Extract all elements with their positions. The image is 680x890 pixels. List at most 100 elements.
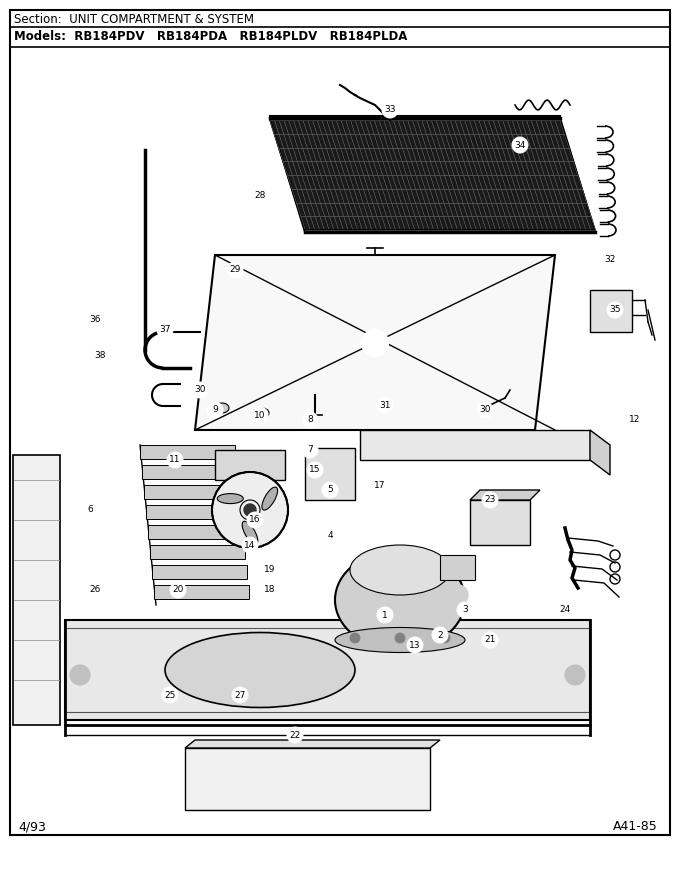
Circle shape bbox=[92, 347, 108, 363]
Circle shape bbox=[307, 462, 323, 478]
Text: 11: 11 bbox=[169, 456, 181, 465]
Circle shape bbox=[512, 137, 528, 153]
Polygon shape bbox=[590, 430, 610, 475]
Text: 16: 16 bbox=[250, 515, 260, 524]
Polygon shape bbox=[195, 255, 555, 430]
Text: 21: 21 bbox=[484, 635, 496, 644]
Circle shape bbox=[322, 527, 338, 543]
Text: 17: 17 bbox=[374, 481, 386, 490]
Circle shape bbox=[227, 262, 243, 278]
Circle shape bbox=[87, 582, 103, 598]
Text: 22: 22 bbox=[290, 731, 301, 740]
Circle shape bbox=[167, 452, 183, 468]
Text: 9: 9 bbox=[212, 406, 218, 415]
Text: 10: 10 bbox=[254, 410, 266, 419]
Circle shape bbox=[557, 602, 573, 618]
Text: 4/93: 4/93 bbox=[18, 820, 46, 833]
Circle shape bbox=[565, 665, 585, 685]
Circle shape bbox=[482, 632, 498, 648]
Circle shape bbox=[477, 402, 493, 418]
Ellipse shape bbox=[217, 494, 243, 504]
Text: 25: 25 bbox=[165, 691, 175, 700]
Text: 34: 34 bbox=[514, 141, 526, 150]
Circle shape bbox=[607, 302, 623, 318]
Text: 2: 2 bbox=[437, 630, 443, 640]
Text: 30: 30 bbox=[479, 406, 491, 415]
Circle shape bbox=[377, 397, 393, 413]
Circle shape bbox=[440, 633, 450, 643]
Text: 27: 27 bbox=[235, 691, 245, 700]
Text: 37: 37 bbox=[159, 326, 171, 335]
Text: 35: 35 bbox=[609, 305, 621, 314]
Text: 6: 6 bbox=[87, 506, 93, 514]
Ellipse shape bbox=[350, 545, 450, 595]
Text: 5: 5 bbox=[327, 486, 333, 495]
Text: A41-85: A41-85 bbox=[613, 820, 658, 833]
Circle shape bbox=[252, 407, 268, 423]
Circle shape bbox=[395, 633, 405, 643]
Circle shape bbox=[448, 585, 468, 605]
Polygon shape bbox=[144, 485, 239, 499]
Ellipse shape bbox=[262, 487, 277, 510]
Circle shape bbox=[247, 512, 263, 528]
Polygon shape bbox=[13, 455, 60, 725]
Circle shape bbox=[87, 312, 103, 328]
Text: 38: 38 bbox=[95, 351, 106, 360]
Ellipse shape bbox=[255, 408, 269, 418]
Text: Models:  RB184PDV   RB184PDA   RB184PLDV   RB184PLDA: Models: RB184PDV RB184PDA RB184PLDV RB18… bbox=[14, 30, 407, 43]
Circle shape bbox=[242, 537, 258, 553]
Circle shape bbox=[362, 330, 388, 356]
Circle shape bbox=[244, 504, 256, 516]
Polygon shape bbox=[142, 465, 237, 479]
Text: Section:  UNIT COMPARTMENT & SYSTEM: Section: UNIT COMPARTMENT & SYSTEM bbox=[14, 13, 254, 26]
Polygon shape bbox=[185, 740, 440, 748]
Text: 31: 31 bbox=[379, 400, 391, 409]
Circle shape bbox=[627, 412, 643, 428]
Circle shape bbox=[287, 727, 303, 743]
Polygon shape bbox=[470, 490, 540, 500]
Polygon shape bbox=[154, 585, 249, 599]
Polygon shape bbox=[470, 500, 530, 545]
Text: 8: 8 bbox=[307, 416, 313, 425]
Circle shape bbox=[407, 637, 423, 653]
Circle shape bbox=[382, 102, 398, 118]
Polygon shape bbox=[215, 450, 285, 480]
Text: 19: 19 bbox=[265, 565, 276, 575]
Text: 3: 3 bbox=[462, 605, 468, 614]
Text: 13: 13 bbox=[409, 641, 421, 650]
Text: 18: 18 bbox=[265, 586, 276, 595]
Circle shape bbox=[322, 482, 338, 498]
Text: 32: 32 bbox=[605, 255, 615, 264]
Circle shape bbox=[170, 582, 186, 598]
Circle shape bbox=[157, 322, 173, 338]
Polygon shape bbox=[185, 748, 430, 810]
Circle shape bbox=[482, 492, 498, 508]
Polygon shape bbox=[152, 565, 247, 579]
Text: 7: 7 bbox=[307, 446, 313, 455]
Polygon shape bbox=[440, 555, 475, 580]
Text: 33: 33 bbox=[384, 106, 396, 115]
Text: 4: 4 bbox=[327, 530, 333, 539]
Circle shape bbox=[212, 472, 288, 548]
Polygon shape bbox=[140, 445, 235, 459]
Ellipse shape bbox=[242, 522, 258, 545]
Circle shape bbox=[262, 582, 278, 598]
Polygon shape bbox=[305, 448, 355, 500]
Circle shape bbox=[262, 562, 278, 578]
Circle shape bbox=[82, 502, 98, 518]
Circle shape bbox=[602, 252, 618, 268]
Text: 1: 1 bbox=[382, 611, 388, 619]
Ellipse shape bbox=[335, 627, 465, 652]
Text: 30: 30 bbox=[194, 385, 206, 394]
Circle shape bbox=[252, 187, 268, 203]
Text: 24: 24 bbox=[560, 605, 571, 614]
Ellipse shape bbox=[215, 403, 229, 413]
Text: 15: 15 bbox=[309, 465, 321, 474]
Circle shape bbox=[192, 382, 208, 398]
Text: 12: 12 bbox=[629, 416, 641, 425]
Text: 14: 14 bbox=[244, 540, 256, 549]
Text: 26: 26 bbox=[89, 586, 101, 595]
Circle shape bbox=[232, 687, 248, 703]
Polygon shape bbox=[65, 620, 590, 720]
Circle shape bbox=[372, 477, 388, 493]
